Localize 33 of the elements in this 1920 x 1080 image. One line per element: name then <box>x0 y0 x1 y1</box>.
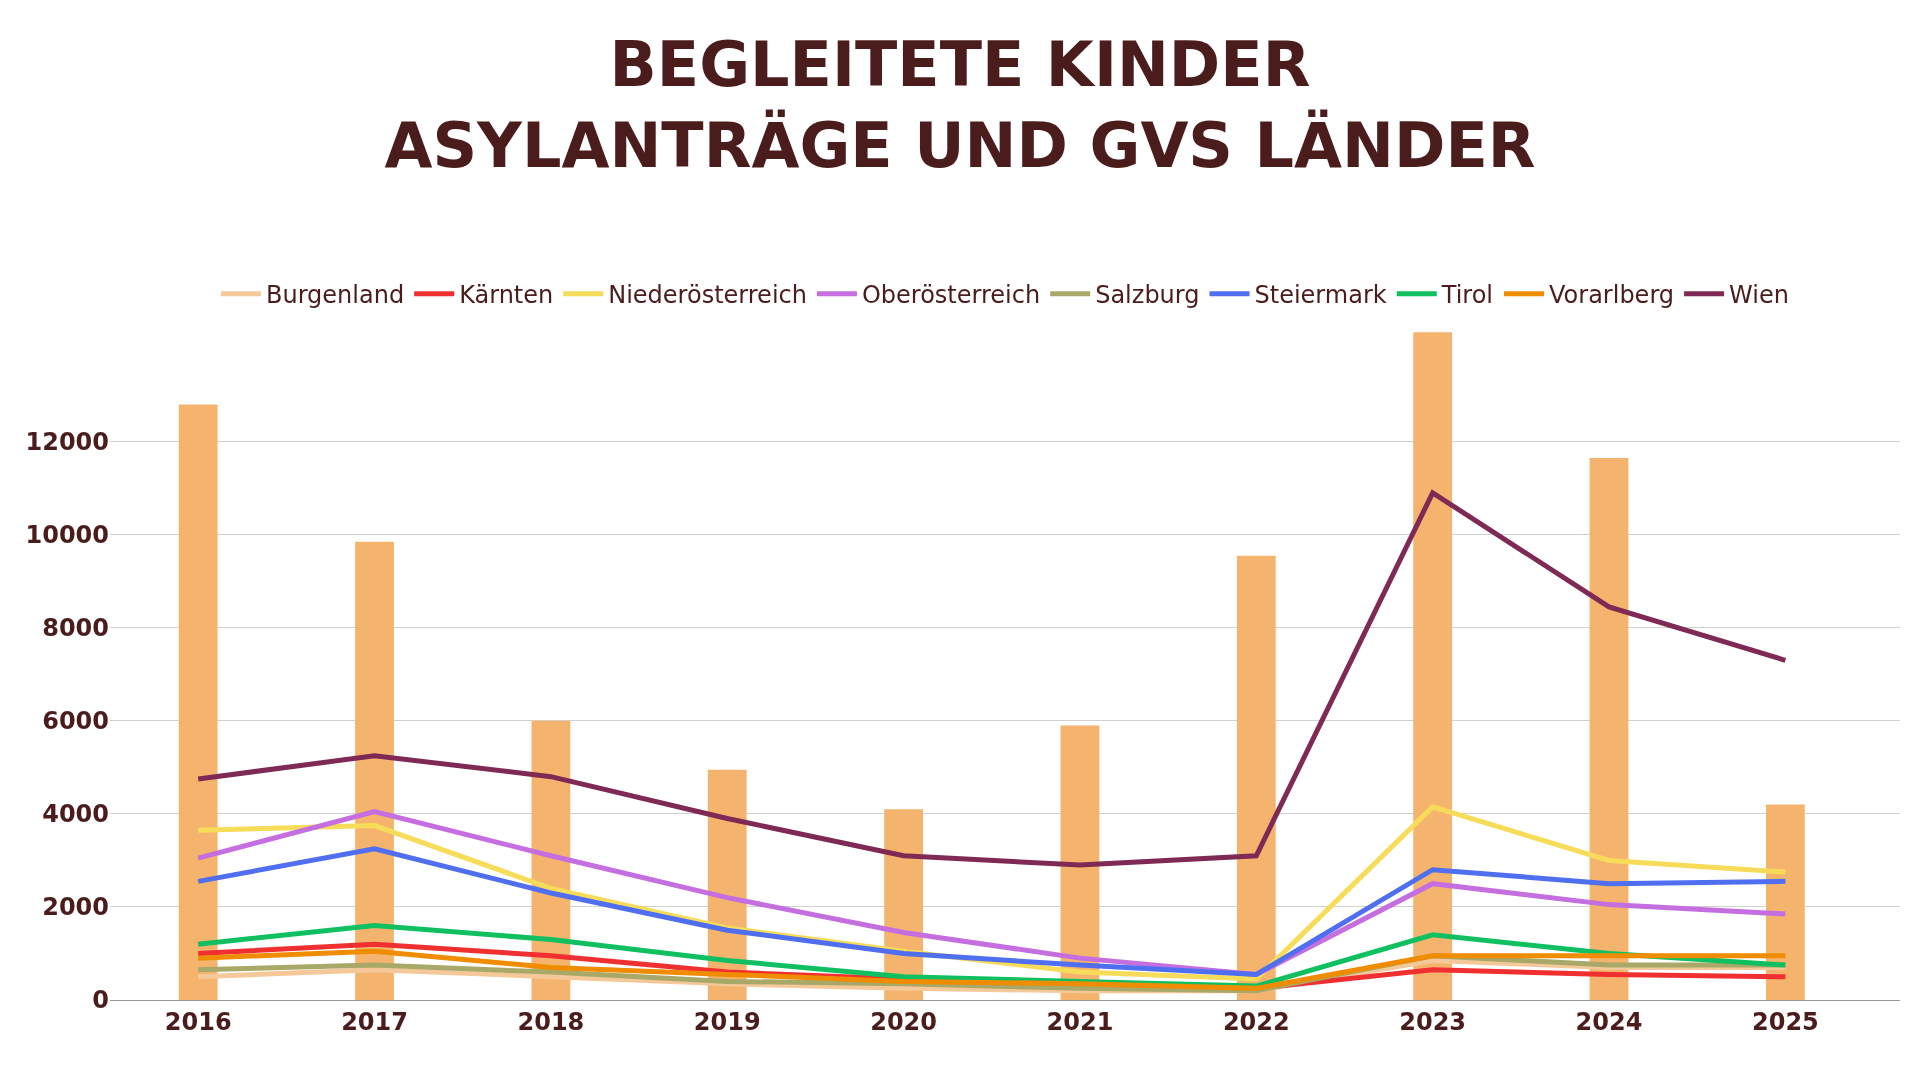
y-tick-label: 2000 <box>42 893 109 922</box>
legend-label: Steiermark <box>1254 281 1387 310</box>
bar <box>1765 804 1805 1000</box>
y-tick-label: 8000 <box>42 614 109 643</box>
x-tick-label: 2020 <box>870 1007 937 1036</box>
x-tick-label: 2016 <box>164 1007 232 1036</box>
bar <box>1589 457 1629 1000</box>
legend-label: Niederösterreich <box>608 281 807 310</box>
legend-label: Tirol <box>1440 281 1494 310</box>
y-tick-label: 10000 <box>25 521 109 550</box>
bar <box>178 404 218 1000</box>
x-tick-label: 2018 <box>517 1007 585 1036</box>
legend-label: Kärnten <box>459 281 554 310</box>
legend-label: Salzburg <box>1095 281 1200 310</box>
bar <box>355 541 394 1000</box>
x-tick-label: 2023 <box>1399 1007 1467 1036</box>
y-tick-label: 6000 <box>42 707 109 736</box>
bar <box>1236 555 1276 1000</box>
x-tick-label: 2024 <box>1575 1007 1643 1036</box>
legend-label: Oberösterreich <box>861 281 1041 310</box>
x-tick-label: 2022 <box>1222 1007 1290 1036</box>
bar <box>1413 332 1453 1000</box>
x-tick-label: 2019 <box>693 1007 761 1036</box>
legend-label: Wien <box>1729 281 1789 310</box>
y-tick-label: 4000 <box>42 800 109 829</box>
legend-label: Vorarlberg <box>1549 281 1675 310</box>
x-tick-label: 2017 <box>341 1007 408 1036</box>
chart-title: BEGLEITETE KINDER ASYLANTRÄGE UND GVS LÄNDER <box>384 28 1536 182</box>
x-tick-label: 2025 <box>1751 1007 1819 1036</box>
y-tick-label: 0 <box>92 986 109 1015</box>
y-tick-label: 12000 <box>25 428 109 457</box>
legend-label: Burgenland <box>266 281 405 310</box>
x-tick-label: 2021 <box>1046 1007 1114 1036</box>
